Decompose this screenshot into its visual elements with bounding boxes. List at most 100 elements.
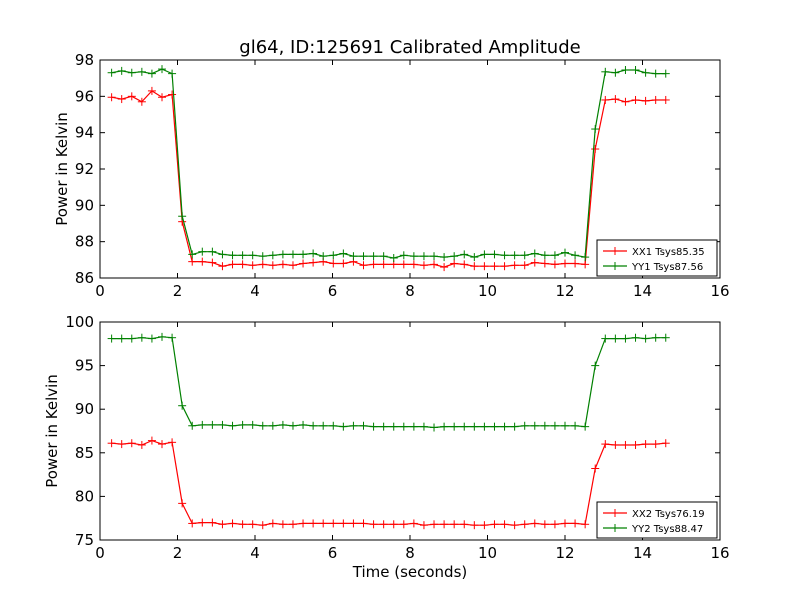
data-point — [540, 520, 549, 529]
data-point — [158, 93, 166, 102]
data-point — [409, 422, 418, 431]
data-point — [158, 65, 166, 74]
data-point — [238, 260, 247, 269]
data-point — [480, 262, 489, 271]
legend-item: YY1 Tsys87.56 — [603, 262, 703, 273]
data-point — [218, 250, 227, 259]
chart-title: gl64, ID:125691 Calibrated Amplitude — [239, 37, 580, 58]
data-point — [389, 254, 398, 263]
data-point — [117, 66, 126, 75]
data-point — [299, 250, 308, 259]
x-tick-label: 10 — [478, 282, 497, 300]
data-point — [359, 252, 368, 261]
data-point — [490, 250, 499, 259]
data-point — [107, 439, 116, 448]
y-tick-label: 95 — [75, 357, 94, 375]
data-point — [540, 251, 549, 260]
data-point — [591, 361, 600, 370]
x-tick-label: 8 — [405, 544, 415, 562]
data-point — [107, 93, 116, 102]
data-point — [389, 520, 398, 529]
x-tick-label: 16 — [710, 544, 729, 562]
data-point — [369, 520, 378, 529]
x-tick-label: 14 — [633, 544, 652, 562]
data-point — [278, 420, 287, 429]
data-point — [520, 421, 529, 430]
data-point — [127, 68, 136, 77]
data-point — [440, 263, 449, 272]
data-point — [460, 422, 469, 431]
data-point — [440, 422, 449, 431]
data-point — [500, 422, 509, 431]
legend: XX1 Tsys85.35 YY1 Tsys87.56 — [596, 239, 718, 277]
data-point — [591, 464, 600, 473]
data-point — [621, 440, 630, 449]
data-point — [329, 519, 338, 528]
data-point — [198, 420, 207, 429]
data-point — [389, 422, 398, 431]
x-tick-label: 6 — [328, 282, 338, 300]
data-point — [550, 251, 559, 260]
data-point — [218, 520, 227, 529]
data-point — [218, 262, 227, 271]
data-point — [550, 520, 559, 529]
data-point — [661, 333, 670, 342]
y-tick-label: 88 — [75, 233, 94, 251]
series-line — [111, 336, 666, 429]
y-tick-label: 90 — [75, 400, 94, 418]
data-point — [450, 520, 459, 529]
data-point — [601, 67, 610, 76]
data-point — [198, 518, 207, 527]
data-point — [188, 250, 197, 259]
x-tick-label: 8 — [405, 282, 415, 300]
x-tick-label: 2 — [173, 282, 183, 300]
data-point — [379, 520, 388, 529]
data-point — [228, 519, 237, 528]
x-tick-label: 12 — [555, 282, 574, 300]
legend-label: XX1 Tsys85.35 — [632, 247, 705, 258]
data-point — [661, 439, 670, 448]
data-point — [137, 440, 146, 449]
data-point — [571, 519, 580, 528]
data-point — [369, 252, 378, 261]
data-point — [581, 520, 590, 529]
data-point — [288, 261, 297, 270]
data-point — [248, 520, 257, 529]
data-point — [208, 247, 217, 256]
data-point — [661, 95, 670, 104]
data-point — [581, 253, 590, 262]
data-point — [158, 440, 166, 449]
data-point — [238, 420, 247, 429]
data-point — [651, 95, 660, 104]
data-point — [299, 259, 308, 268]
data-point — [248, 251, 257, 260]
data-point — [299, 420, 308, 429]
data-point — [520, 251, 529, 260]
data-point — [530, 258, 539, 267]
series-2-2 — [107, 332, 670, 432]
y-tick-label: 98 — [75, 51, 94, 69]
data-point — [440, 253, 449, 262]
data-point — [117, 440, 126, 449]
data-point — [208, 420, 217, 429]
data-point — [530, 421, 539, 430]
data-point — [591, 145, 600, 154]
y-axis-label: Power in Kelvin — [43, 374, 61, 488]
data-point — [309, 421, 318, 430]
data-point — [480, 422, 489, 431]
data-point — [460, 260, 469, 269]
data-point — [238, 251, 247, 260]
data-point — [419, 252, 428, 261]
data-point — [430, 252, 439, 261]
x-tick-label: 6 — [328, 544, 338, 562]
data-point — [258, 521, 267, 530]
data-point — [550, 421, 559, 430]
data-point — [611, 95, 620, 104]
data-point — [450, 252, 459, 261]
data-point — [399, 251, 408, 260]
data-point — [631, 440, 640, 449]
x-tick-label: 12 — [555, 544, 574, 562]
y-tick-label: 90 — [75, 196, 94, 214]
data-point — [510, 251, 519, 260]
